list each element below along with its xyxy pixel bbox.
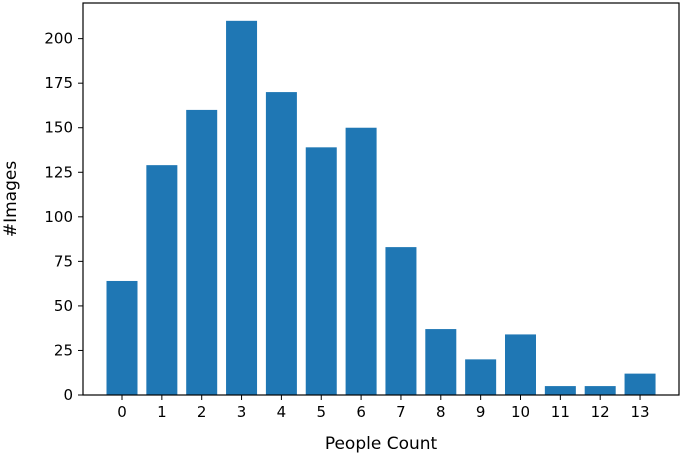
y-tick-label: 100 [44,208,73,226]
x-tick-label: 2 [197,403,207,421]
x-tick-label: 1 [157,403,167,421]
bar-7 [385,247,417,395]
bar-8 [425,329,457,395]
x-tick-label: 11 [551,403,570,421]
bar-6 [345,127,377,395]
x-tick-label: 9 [476,403,486,421]
plot-frame [82,2,680,396]
x-tick-label: 10 [511,403,530,421]
x-tick-label: 8 [436,403,446,421]
x-tick-label: 6 [356,403,366,421]
bar-1 [146,165,178,395]
y-tick-label: 0 [63,386,73,404]
x-tick-label: 4 [277,403,287,421]
x-tick-label: 13 [631,403,650,421]
y-tick-label: 50 [54,297,73,315]
bar-10 [505,334,536,395]
bar-4 [265,92,297,395]
bar-12 [584,386,616,395]
y-tick-label: 75 [54,252,73,270]
x-tick-label: 5 [316,403,326,421]
y-axis-ticks: 0 25 50 75 100 125 150 175 200 [44,30,83,404]
bar-11 [544,386,576,395]
y-axis-label: #Images [1,161,21,237]
x-axis-label: People Count [325,434,438,454]
bar-13 [624,373,656,395]
y-tick-label: 150 [44,119,73,137]
bars-group [106,20,656,395]
y-tick-label: 175 [44,74,73,92]
x-axis-ticks: 0 1 2 3 4 5 6 7 8 9 10 11 12 13 [117,395,650,421]
x-tick-label: 7 [396,403,406,421]
bar-2 [186,109,218,395]
y-tick-label: 125 [44,163,73,181]
bar-3 [226,20,258,395]
x-tick-label: 12 [591,403,610,421]
bar-9 [465,359,497,395]
x-tick-label: 0 [117,403,127,421]
y-tick-label: 200 [44,30,73,48]
y-tick-label: 25 [54,341,73,359]
bar-5 [305,147,337,395]
bar-0 [106,280,138,395]
x-tick-label: 3 [237,403,247,421]
